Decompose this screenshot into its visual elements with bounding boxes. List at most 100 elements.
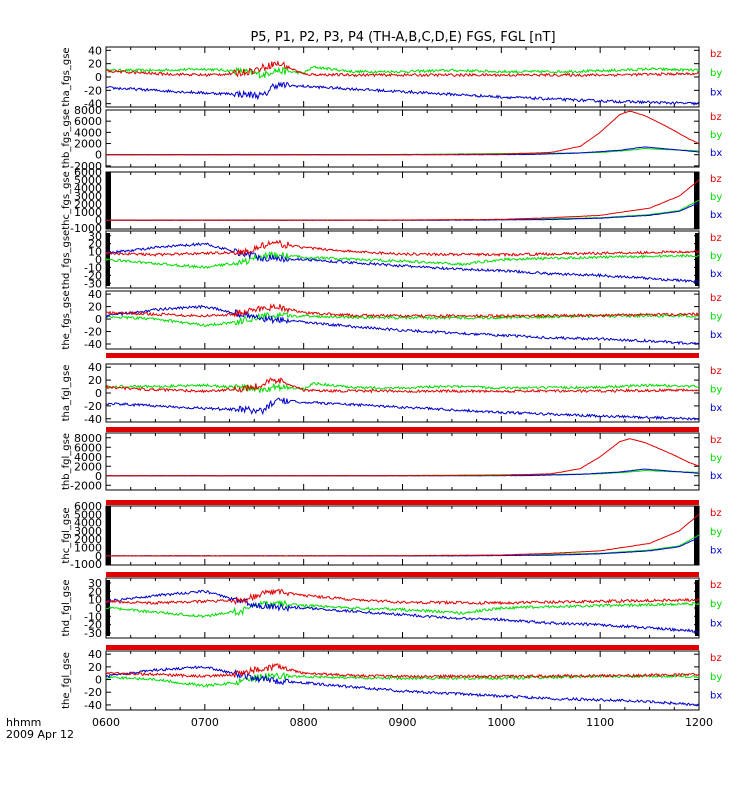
series-bz-line	[106, 438, 699, 477]
panel-label: thb_fgl_gse	[61, 433, 72, 490]
panel-separator-bar	[106, 353, 699, 358]
gap-bar-left	[106, 506, 111, 565]
series-bz-line	[106, 662, 699, 680]
y-tick-label: 20	[88, 238, 102, 251]
legend-bz: bz	[710, 508, 722, 519]
legend-bz: bz	[710, 293, 722, 304]
series-bz-line	[106, 303, 699, 319]
y-tick-label: -30	[84, 627, 102, 640]
y-tick-label: -40	[84, 413, 102, 426]
panel-separator-bar	[106, 645, 699, 650]
y-tick-label: 3000	[74, 525, 102, 538]
legend-bx: bx	[710, 403, 722, 414]
y-tick-label: 0	[95, 387, 102, 400]
y-tick-label: 0	[95, 313, 102, 326]
series-bz-line	[106, 514, 699, 557]
series-bx-line	[106, 537, 699, 557]
y-tick-label: 6000	[74, 166, 102, 179]
legend-bx: bx	[710, 618, 722, 629]
y-tick-label: -20	[84, 686, 102, 699]
panel-frame	[105, 109, 700, 168]
panel-separator-bar	[106, 572, 699, 577]
y-tick-label: 8000	[74, 432, 102, 445]
y-tick-label: 20	[88, 301, 102, 314]
panel-label: thc_fgl_gse	[61, 507, 72, 563]
series-by-line	[106, 311, 699, 328]
legend-bx: bx	[710, 148, 722, 159]
series-bz-line	[106, 110, 699, 156]
date-label: 2009 Apr 12	[6, 728, 74, 741]
y-tick-label: 0	[95, 602, 102, 615]
panel-separator-bar	[106, 500, 699, 505]
legend-bz: bz	[710, 366, 722, 377]
panel-label: the_fgl_gse	[61, 652, 72, 709]
gap-bar-right	[694, 506, 699, 565]
chart-title: P5, P1, P2, P3, P4 (TH-A,B,C,D,E) FGS, F…	[250, 30, 555, 45]
x-tick-label: 0800	[290, 716, 318, 729]
y-tick-label: 40	[88, 44, 102, 57]
series-by-line	[106, 381, 699, 394]
panel-label: thc_fgs_gse	[61, 171, 72, 230]
panel-label: tha_fgs_gse	[61, 47, 72, 106]
series-bz-line	[106, 239, 699, 258]
legend-bz: bz	[710, 233, 722, 244]
y-tick-label: -1000	[70, 222, 102, 235]
y-tick-label: 10	[88, 594, 102, 607]
y-tick-label: -30	[84, 277, 102, 290]
y-tick-label: -40	[84, 699, 102, 712]
y-tick-label: -20	[84, 269, 102, 282]
series-bx-line	[106, 202, 699, 221]
y-tick-label: 40	[88, 361, 102, 374]
legend-bx: bx	[710, 269, 722, 280]
y-tick-label: 1000	[74, 542, 102, 555]
y-tick-label: 20	[88, 58, 102, 71]
legend-bz: bz	[710, 580, 722, 591]
legend-bz: bz	[710, 112, 722, 123]
y-tick-label: 2000	[74, 460, 102, 473]
panel-frame	[105, 46, 700, 108]
y-tick-label: -40	[84, 98, 102, 111]
y-tick-label: 0	[95, 214, 102, 227]
series-bx-line	[106, 397, 699, 421]
series-bx-line	[106, 304, 699, 346]
panel-label: thd_fgl_gse	[61, 580, 72, 637]
y-tick-label: -20	[84, 84, 102, 97]
panel-label: thd_fgs_gse	[61, 230, 72, 289]
x-tick-label: 1100	[586, 716, 614, 729]
gap-bar-left	[106, 172, 111, 229]
x-tick-label: 0900	[389, 716, 417, 729]
y-tick-label: -10	[84, 261, 102, 274]
series-bx-line	[106, 242, 699, 284]
legend-by: by	[710, 130, 722, 141]
panel-separator-bar	[106, 427, 699, 432]
y-tick-label: 5000	[74, 174, 102, 187]
series-bx-line	[106, 468, 699, 477]
panel-thc_fgs_gse: 6000500040003000200010000-1000thc_fgs_gs…	[61, 166, 722, 235]
y-tick-label: 5000	[74, 508, 102, 521]
y-tick-label: 20	[88, 661, 102, 674]
series-by-line	[106, 250, 699, 269]
y-tick-label: 0	[95, 470, 102, 483]
series-bx-line	[106, 146, 699, 156]
y-tick-label: -2000	[70, 479, 102, 492]
legend-bx: bx	[710, 691, 722, 702]
legend-bx: bx	[710, 546, 722, 557]
series-bz-line	[106, 59, 699, 78]
y-tick-label: 6000	[74, 115, 102, 128]
y-tick-label: 2000	[74, 138, 102, 151]
legend-by: by	[710, 599, 722, 610]
y-tick-label: 4000	[74, 451, 102, 464]
x-tick-label: 0700	[191, 716, 219, 729]
legend-bz: bz	[710, 435, 722, 446]
y-tick-label: 6000	[74, 441, 102, 454]
series-by-line	[106, 147, 699, 156]
series-bz-line	[106, 377, 699, 394]
legend-by: by	[710, 251, 722, 262]
panel-frame	[105, 230, 700, 289]
legend-by: by	[710, 311, 722, 322]
legend-bx: bx	[710, 471, 722, 482]
series-bx-line	[106, 665, 699, 707]
